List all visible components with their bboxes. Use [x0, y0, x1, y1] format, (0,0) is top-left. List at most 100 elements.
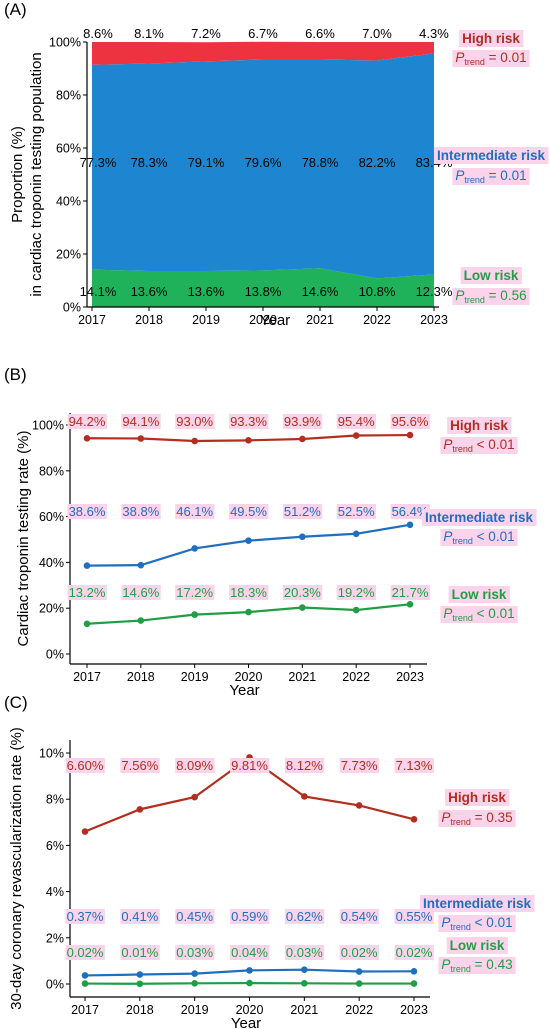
- label-highlight: [229, 414, 269, 429]
- point-low-risk: [301, 980, 308, 987]
- data-label-high-risk: 93.0%: [176, 414, 213, 429]
- label-highlight: [440, 437, 518, 454]
- data-label-low-risk: 13.6%: [188, 284, 225, 299]
- label-highlight: [448, 586, 510, 603]
- data-label-intermediate-risk: 77.3%: [80, 155, 117, 170]
- label-highlight: [121, 585, 161, 600]
- point-intermediate-risk: [191, 970, 198, 977]
- risk-label-high-risk: High risk: [450, 418, 508, 433]
- x-tick-label: 2022: [363, 313, 391, 327]
- label-highlight: [446, 937, 508, 954]
- label-highlight: [120, 945, 160, 960]
- x-tick-label: 2021: [290, 1003, 318, 1017]
- data-label-high-risk: 6.7%: [248, 26, 278, 41]
- data-label-low-risk: 0.04%: [231, 945, 268, 960]
- data-label-low-risk: 19.2%: [338, 585, 375, 600]
- p-trend-intermediate-risk: Ptrend < 0.01: [443, 529, 514, 546]
- label-highlight: [336, 414, 377, 429]
- data-label-intermediate-risk: 0.45%: [176, 909, 213, 924]
- x-tick-label: 2023: [420, 313, 448, 327]
- data-label-low-risk: 18.3%: [230, 585, 267, 600]
- x-tick-label: 2020: [235, 670, 263, 684]
- risk-label-high-risk: High risk: [462, 31, 520, 46]
- label-highlight: [438, 957, 516, 974]
- data-label-high-risk: 95.4%: [338, 414, 375, 429]
- x-tick-label: 2017: [73, 670, 101, 684]
- label-highlight: [175, 758, 215, 773]
- data-label-low-risk: 0.01%: [121, 945, 158, 960]
- risk-label-low-risk: Low risk: [450, 938, 505, 953]
- data-label-high-risk: 94.2%: [69, 414, 106, 429]
- panel-label: (B): [4, 365, 27, 384]
- label-highlight: [175, 945, 215, 960]
- data-label-low-risk: 0.02%: [67, 945, 104, 960]
- label-highlight: [394, 909, 434, 924]
- label-highlight: [65, 758, 105, 773]
- point-low-risk: [191, 980, 198, 987]
- data-label-low-risk: 12.3%: [416, 284, 453, 299]
- point-intermediate-risk: [137, 561, 145, 569]
- label-highlight: [336, 504, 377, 519]
- y-axis-label: Cardiac troponin testing rate (%): [15, 431, 32, 647]
- data-label-intermediate-risk: 56.4%: [392, 504, 429, 519]
- label-highlight: [282, 585, 323, 600]
- label-highlight: [433, 147, 549, 164]
- point-low-risk: [137, 617, 145, 624]
- data-label-low-risk: 13.2%: [69, 585, 106, 600]
- point-low-risk: [246, 979, 253, 987]
- data-label-intermediate-risk: 82.2%: [359, 155, 396, 170]
- data-label-high-risk: 7.2%: [191, 26, 221, 41]
- point-high-risk: [245, 437, 252, 444]
- x-tick-label: 2021: [306, 313, 334, 327]
- panel-b: (B) 0% 20% 40% 60% 80% 100% 2017 2018 2019 2020 202…: [4, 365, 537, 699]
- risk-label-low-risk: Low risk: [452, 587, 507, 602]
- p-trend-high-risk: Ptrend = 0.35: [441, 810, 512, 827]
- point-intermediate-risk: [352, 530, 360, 538]
- point-high-risk: [352, 432, 360, 439]
- label-highlight: [460, 267, 522, 284]
- x-axis-label: Year: [229, 682, 259, 699]
- label-highlight: [390, 414, 430, 429]
- label-highlight: [438, 915, 516, 932]
- risk-label-intermediate-risk: Intermediate risk: [425, 510, 534, 525]
- data-label-intermediate-risk: 78.3%: [131, 155, 168, 170]
- data-label-low-risk: 21.7%: [392, 585, 429, 600]
- data-label-intermediate-risk: 51.2%: [284, 504, 321, 519]
- label-highlight: [390, 504, 430, 519]
- data-label-high-risk: 7.13%: [396, 758, 433, 773]
- label-highlight: [440, 606, 518, 623]
- y-axis-label: Proportion (%) in cardiac troponin testin…: [9, 52, 45, 296]
- point-intermediate-risk: [245, 537, 252, 544]
- label-highlight: [339, 909, 380, 924]
- label-highlight: [175, 909, 215, 924]
- point-high-risk: [81, 828, 89, 835]
- point-intermediate-risk: [81, 972, 89, 979]
- data-label-intermediate-risk: 0.37%: [67, 909, 104, 924]
- label-highlight: [459, 30, 524, 47]
- point-intermediate-risk: [191, 545, 198, 552]
- data-label-high-risk: 94.1%: [122, 414, 159, 429]
- risk-label-high-risk: High risk: [448, 790, 506, 805]
- y-tick-label: 0%: [63, 301, 81, 315]
- label-highlight: [120, 909, 160, 924]
- point-high-risk: [410, 815, 418, 823]
- x-tick-label: 2017: [71, 1003, 99, 1017]
- point-high-risk: [406, 431, 414, 439]
- data-label-low-risk: 14.1%: [80, 284, 117, 299]
- label-highlight: [438, 810, 516, 827]
- data-label-low-risk: 20.3%: [284, 585, 321, 600]
- label-highlight: [394, 945, 434, 960]
- data-label-high-risk: 8.6%: [83, 26, 113, 41]
- panel-a: (A) 0% 20% 40% 60% 80% 100% 2017 2018 2019 2020 202…: [4, 0, 549, 329]
- point-low-risk: [81, 980, 89, 987]
- point-high-risk: [191, 793, 198, 801]
- y-tick-label: 0%: [46, 648, 64, 662]
- risk-label-low-risk: Low risk: [464, 268, 519, 283]
- y-tick-label: 60%: [56, 142, 81, 156]
- x-tick-label: 2023: [396, 670, 424, 684]
- x-tick-label: 2022: [345, 1003, 373, 1017]
- label-highlight: [421, 509, 537, 526]
- data-label-high-risk: 95.6%: [392, 414, 429, 429]
- x-tick-label: 2018: [135, 313, 163, 327]
- label-highlight: [229, 585, 269, 600]
